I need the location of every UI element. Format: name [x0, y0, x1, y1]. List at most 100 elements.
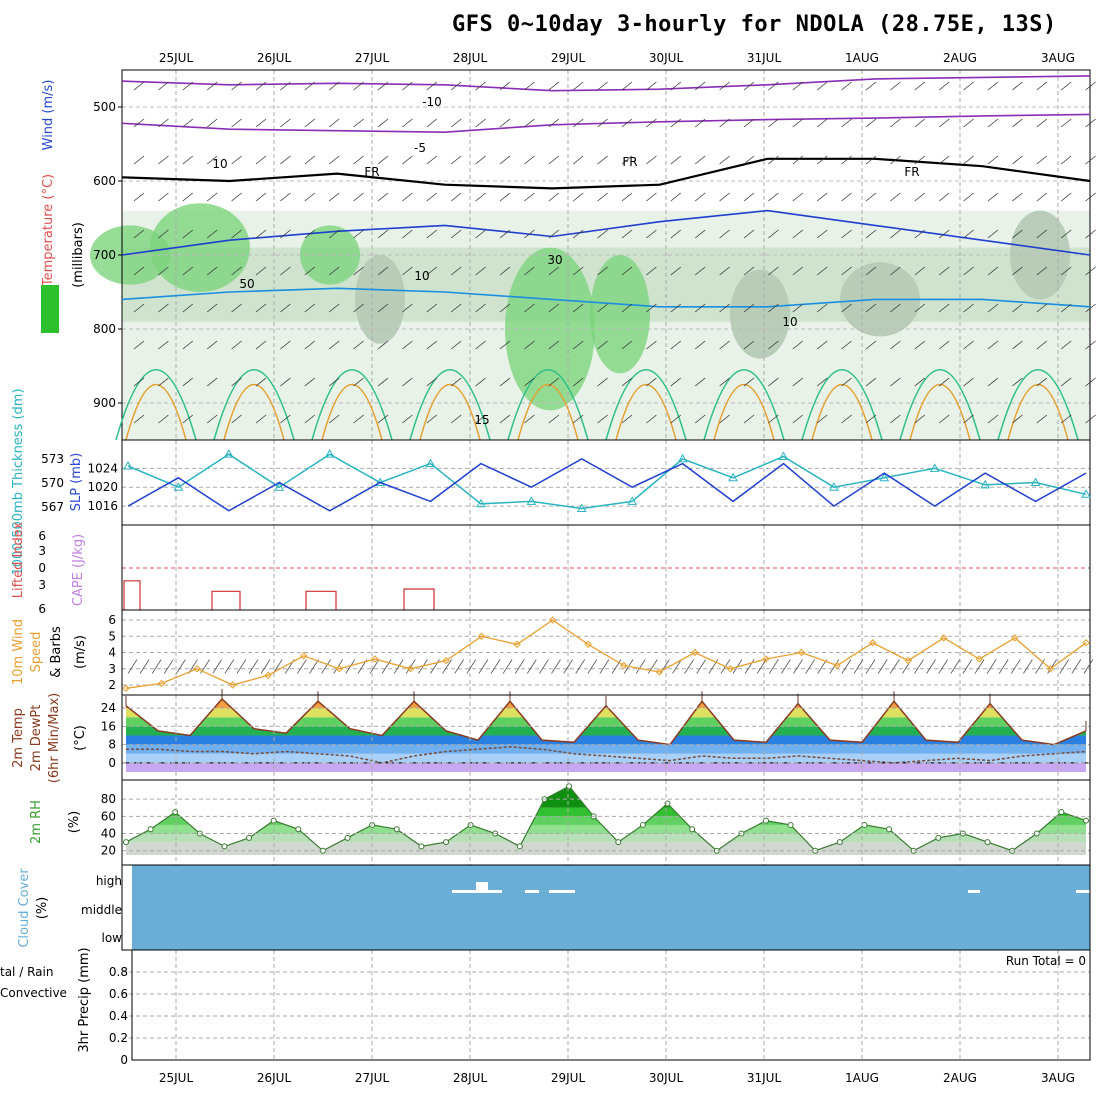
wind-tick-label: 4	[108, 646, 116, 660]
wind-barb	[328, 303, 340, 313]
thickness-marker	[879, 472, 890, 482]
surface-wind-barb	[502, 659, 513, 674]
wind-barb	[963, 118, 974, 128]
date-label-bottom: 30JUL	[649, 1071, 684, 1085]
wind-barb	[621, 377, 633, 387]
wind-barb	[914, 303, 926, 313]
air-ylabel-part: Wind (m/s)	[41, 80, 56, 151]
wind-barb	[670, 229, 682, 239]
stability-tick-label: 0	[38, 561, 46, 575]
wind-barb	[768, 155, 779, 165]
wind-barb	[548, 229, 560, 239]
wind-barb	[572, 118, 584, 128]
wind-speed-marker	[655, 668, 664, 676]
wind-barb	[499, 192, 511, 202]
wind-barb	[719, 340, 730, 350]
contour-warm	[419, 383, 481, 441]
wind-speed-marker	[157, 679, 166, 688]
date-label-top: 27JUL	[355, 51, 390, 65]
temp-band	[126, 744, 1086, 754]
precip-tick-label: 0.2	[109, 1031, 128, 1045]
wind-barb	[206, 266, 218, 276]
wind-barb	[402, 192, 413, 202]
high-cloud-gap	[476, 882, 488, 893]
surface-wind-barb	[1071, 659, 1082, 674]
date-label-top: 30JUL	[649, 51, 684, 65]
wind-barb	[548, 303, 560, 313]
temp-band	[126, 762, 1086, 772]
wind-barb	[158, 340, 169, 350]
wind-ylabel-units: (m/s)	[73, 635, 88, 669]
temp-band	[126, 717, 1086, 727]
surface-wind-barb	[563, 659, 573, 674]
wind-barb	[231, 303, 242, 313]
wind-barb	[963, 81, 974, 91]
wind-barb	[231, 192, 242, 202]
date-label-top: 26JUL	[257, 51, 292, 65]
wind-barb	[719, 118, 730, 128]
stability-tick-label: 3	[38, 578, 46, 592]
wind-barb	[231, 377, 242, 387]
wind-barb	[158, 414, 169, 424]
rh-marker	[467, 821, 474, 828]
pressure-tick-label: 600	[93, 174, 116, 188]
slp-ylabel: SLP (mb)	[69, 453, 84, 512]
wind-barb	[426, 81, 438, 91]
rh-tick-label: 80	[101, 792, 116, 806]
wind-barb	[133, 266, 145, 276]
wind-barb	[621, 192, 633, 202]
rh-marker	[886, 826, 893, 833]
wind-barb	[865, 377, 877, 387]
wind-barb	[1036, 229, 1048, 239]
wind-barb	[133, 81, 145, 91]
temp-band	[126, 735, 1086, 745]
wind-barb	[402, 414, 413, 424]
wind-barb	[792, 81, 804, 91]
rh-marker	[1083, 817, 1089, 824]
wind-barb	[646, 414, 657, 424]
wind-barb	[890, 377, 901, 387]
wind-barb	[816, 266, 828, 276]
date-label-bottom: 2AUG	[943, 1071, 977, 1085]
wind-barb	[304, 266, 316, 276]
wind-barb	[768, 81, 779, 91]
high-cloud-gap	[968, 890, 980, 893]
contour-line-0	[121, 75, 1091, 92]
wind-barb	[499, 118, 511, 128]
surface-wind-barb	[805, 659, 815, 674]
wind-barb	[182, 303, 194, 313]
wind-barb	[670, 303, 682, 313]
contour-warm	[713, 383, 775, 441]
wind-barb	[1060, 118, 1072, 128]
date-label-top: 1AUG	[845, 51, 879, 65]
wind-speed-marker	[406, 665, 415, 673]
wind-barb	[792, 266, 804, 276]
wind-barb	[914, 377, 926, 387]
wind-barb	[450, 377, 462, 387]
contour-line-1	[121, 113, 1091, 134]
surface-wind-barb	[260, 659, 271, 674]
wind-barb	[158, 192, 169, 202]
wind-barb	[475, 229, 486, 239]
wind-barb	[499, 155, 511, 165]
precip-tick-label: 0.6	[109, 987, 128, 1001]
wind-barb	[865, 266, 877, 276]
wind-barb	[792, 118, 804, 128]
wind-barb	[548, 118, 560, 128]
wind-barb	[621, 229, 633, 239]
wind-barb	[938, 303, 950, 313]
wind-barb	[597, 81, 608, 91]
wind-barb	[280, 192, 291, 202]
rh-marker	[443, 839, 449, 846]
cloud-level-label: middle	[81, 903, 122, 917]
surface-wind-barb	[297, 659, 307, 674]
wind-barb	[963, 192, 974, 202]
wind-barb	[231, 81, 242, 91]
surface-wind-barb	[224, 659, 235, 674]
rh-ylabel: 2m RH	[29, 800, 44, 844]
wind-barb	[719, 266, 730, 276]
surface-wind-barb	[793, 659, 803, 674]
high-cloud-gap	[549, 890, 575, 893]
date-label-top: 2AUG	[943, 51, 977, 65]
wind-barb	[987, 229, 999, 239]
